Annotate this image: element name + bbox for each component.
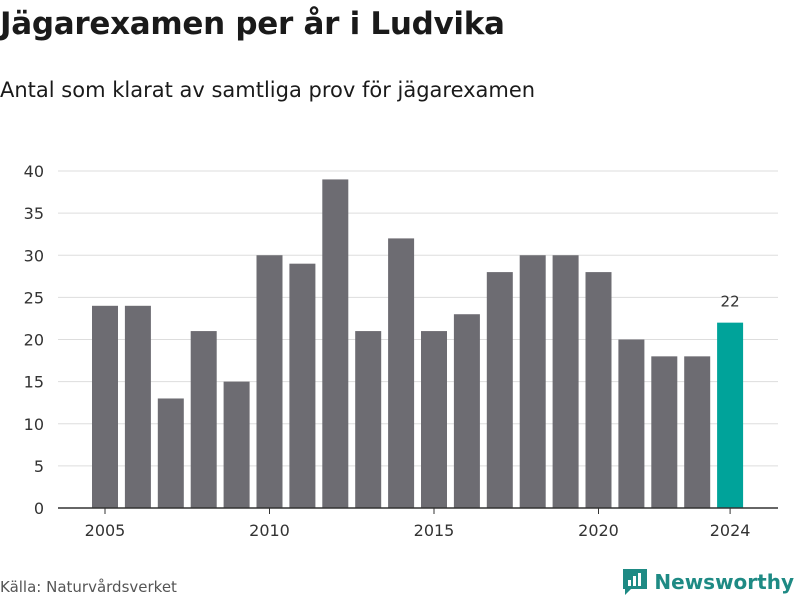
bar-2024 — [717, 322, 744, 508]
brand-name: Newsworthy — [654, 570, 794, 594]
brand-logo: Newsworthy — [622, 568, 794, 596]
x-tick-label: 2020 — [578, 521, 619, 540]
bar-chart: 0 5 10 15 20 25 30 35 40 22 2005 2010 2015 2020 2024 — [24, 162, 778, 540]
bar-2009 — [223, 381, 250, 508]
bar-2006 — [124, 305, 151, 508]
y-tick-label: 5 — [34, 457, 44, 476]
y-tick-label: 20 — [24, 331, 44, 350]
chart-title: Jägarexamen per år i Ludvika — [0, 6, 505, 42]
y-tick-label: 15 — [24, 373, 44, 392]
source-note: Källa: Naturvårdsverket — [0, 578, 177, 596]
bar-2019 — [552, 255, 579, 508]
bar-2017 — [486, 272, 513, 508]
y-tick-label: 0 — [34, 499, 44, 518]
y-tick-label: 35 — [24, 204, 44, 223]
bar-2008 — [190, 331, 217, 508]
x-tick-label: 2010 — [249, 521, 290, 540]
bar-2010 — [256, 255, 283, 508]
bar-2018 — [519, 255, 546, 508]
bar-2016 — [453, 314, 480, 508]
bar-2011 — [289, 263, 316, 508]
y-tick-label: 40 — [24, 162, 44, 181]
y-tick-label: 30 — [24, 246, 44, 265]
data-label-2024: 22 — [721, 293, 740, 311]
x-tick-label: 2005 — [85, 521, 126, 540]
bar-2007 — [157, 398, 184, 508]
newsworthy-logo-icon — [623, 569, 648, 595]
bar-2005 — [92, 305, 118, 508]
bar-2023 — [684, 356, 711, 508]
y-tick-label: 10 — [24, 415, 44, 434]
y-tick-label: 25 — [24, 288, 44, 307]
x-tick-label: 2015 — [414, 521, 455, 540]
x-tick-label: 2024 — [710, 521, 751, 540]
chart-subtitle: Antal som klarat av samtliga prov för jä… — [0, 78, 536, 102]
bar-2022 — [651, 356, 678, 508]
bar-2015 — [421, 331, 447, 508]
bar-2014 — [388, 238, 415, 508]
bar-2020 — [585, 272, 612, 508]
bar-2013 — [355, 331, 382, 508]
bar-2012 — [322, 179, 349, 509]
bar-2021 — [618, 339, 645, 508]
